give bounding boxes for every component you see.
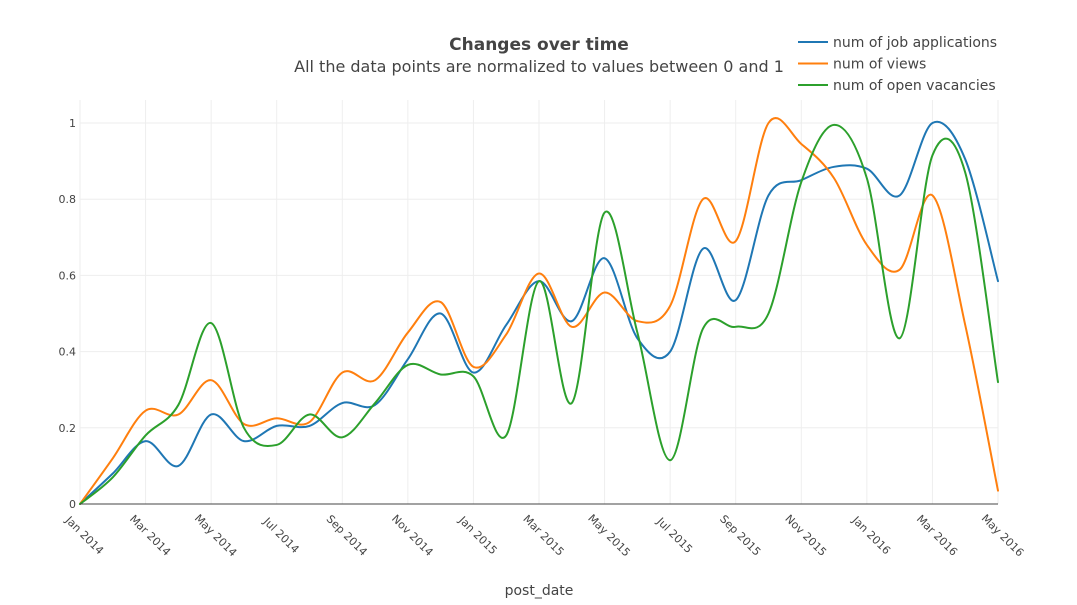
legend-item[interactable]: num of views	[798, 57, 926, 73]
x-tick-label: Jul 2014	[260, 514, 302, 556]
y-tick-label: 0.4	[59, 346, 77, 359]
x-tick-label: Mar 2016	[914, 512, 960, 558]
y-tick-label: 0.8	[59, 193, 77, 206]
x-tick-label: May 2014	[192, 512, 240, 560]
x-tick-label: Nov 2014	[389, 512, 436, 559]
x-tick-label: Sep 2015	[717, 512, 763, 558]
y-axis-ticks: 0 0.2 0.4 0.6 0.8 1	[59, 117, 77, 511]
x-tick-label: May 2016	[979, 512, 1027, 560]
legend-label: num of job applications	[833, 35, 997, 51]
y-tick-label: 1	[69, 117, 76, 130]
grid-lines	[79, 100, 999, 504]
series-line-3	[79, 123, 999, 505]
legend-label: num of views	[833, 57, 926, 73]
x-tick-label: Jan 2015	[455, 513, 499, 557]
x-tick-label: Jan 2016	[849, 513, 893, 557]
x-tick-label: Jan 2014	[62, 513, 106, 557]
series-line-2	[79, 117, 999, 505]
x-axis-title: post_date	[505, 583, 574, 599]
x-tick-label: Nov 2015	[782, 512, 829, 559]
x-tick-label: Jul 2015	[653, 514, 695, 556]
y-tick-label: 0.2	[59, 422, 77, 435]
x-axis-ticks: Jan 2014 Mar 2014 May 2014 Jul 2014 Sep 2014…	[62, 512, 1026, 560]
y-tick-label: 0	[69, 498, 76, 511]
x-tick-label: Mar 2015	[520, 512, 566, 558]
legend-item[interactable]: num of job applications	[798, 35, 997, 51]
chart-subtitle: All the data points are normalized to va…	[294, 57, 784, 76]
legend-label: num of open vacancies	[833, 78, 996, 94]
x-tick-label: Sep 2014	[324, 512, 370, 558]
chart-title: Changes over time	[449, 35, 629, 55]
x-tick-label: May 2015	[585, 512, 633, 560]
y-tick-label: 0.6	[59, 269, 77, 282]
legend-item[interactable]: num of open vacancies	[798, 78, 996, 94]
x-tick-label: Mar 2014	[127, 512, 173, 558]
legend: num of job applications num of views num o…	[798, 35, 997, 94]
series-lines	[79, 117, 999, 505]
